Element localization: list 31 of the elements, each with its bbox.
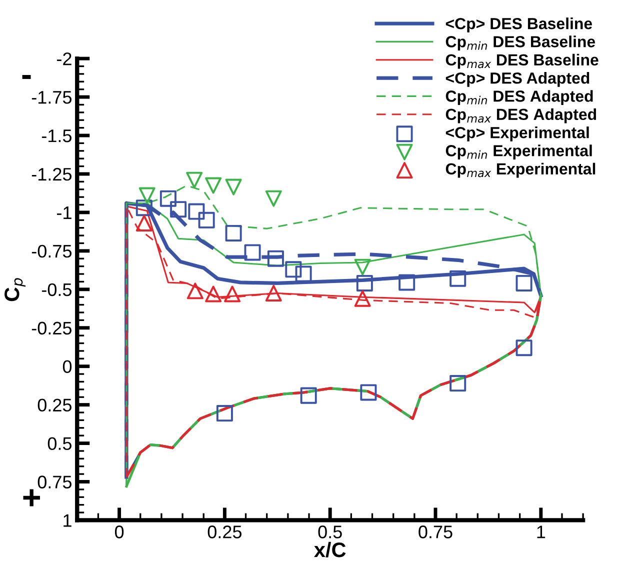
text: + — [23, 489, 40, 506]
y-tick-label: -1 — [57, 206, 72, 219]
y-tick-label: 1 — [64, 514, 72, 527]
legend-label: Cp$_{max}$ DES Baseline — [446, 54, 598, 69]
x-tick-label: 0.25 — [208, 526, 242, 538]
legend-label: Cp$_{max}$ Experimental — [446, 162, 596, 178]
text: - — [22, 75, 31, 79]
legend-label: Cp$_{min}$ Experimental — [446, 144, 592, 160]
legend-label: <Cp> Experimental — [446, 126, 589, 142]
x-tick-label: 0 — [114, 526, 124, 538]
y-tick-label: 0 — [62, 360, 72, 374]
y-tick-label: -1.25 — [32, 168, 72, 181]
y-tick-label: -2 — [57, 52, 72, 66]
legend-label: Cp$_{min}$ DES Baseline — [446, 36, 596, 50]
legend-label: Cp$_{min}$ DES Adapted — [446, 90, 593, 105]
y-tick-label: 0.25 — [38, 398, 72, 412]
x-axis-title: x/C — [314, 542, 346, 558]
y-tick-label: -0.75 — [32, 244, 72, 258]
x-tick-label: 0.75 — [418, 526, 452, 538]
legend-label: <Cp> DES Baseline — [446, 18, 592, 32]
y-tick-label: 0.75 — [38, 476, 72, 488]
y-tick-label: -0.25 — [32, 322, 72, 335]
y-tick-label: -1.5 — [42, 130, 72, 142]
legend-label: Cp$_{max}$ DES Adapted — [446, 108, 596, 124]
y-tick-label: 0.5 — [48, 437, 72, 450]
y-axis-title: C$_{p}$ — [4, 278, 26, 302]
x-tick-label: 0.5 — [318, 526, 342, 538]
x-tick-label: 1 — [537, 526, 546, 538]
y-tick-label: -1.75 — [32, 91, 72, 104]
y-tick-label: -0.5 — [42, 283, 72, 296]
legend-label: <Cp> DES Adapted — [446, 72, 590, 87]
